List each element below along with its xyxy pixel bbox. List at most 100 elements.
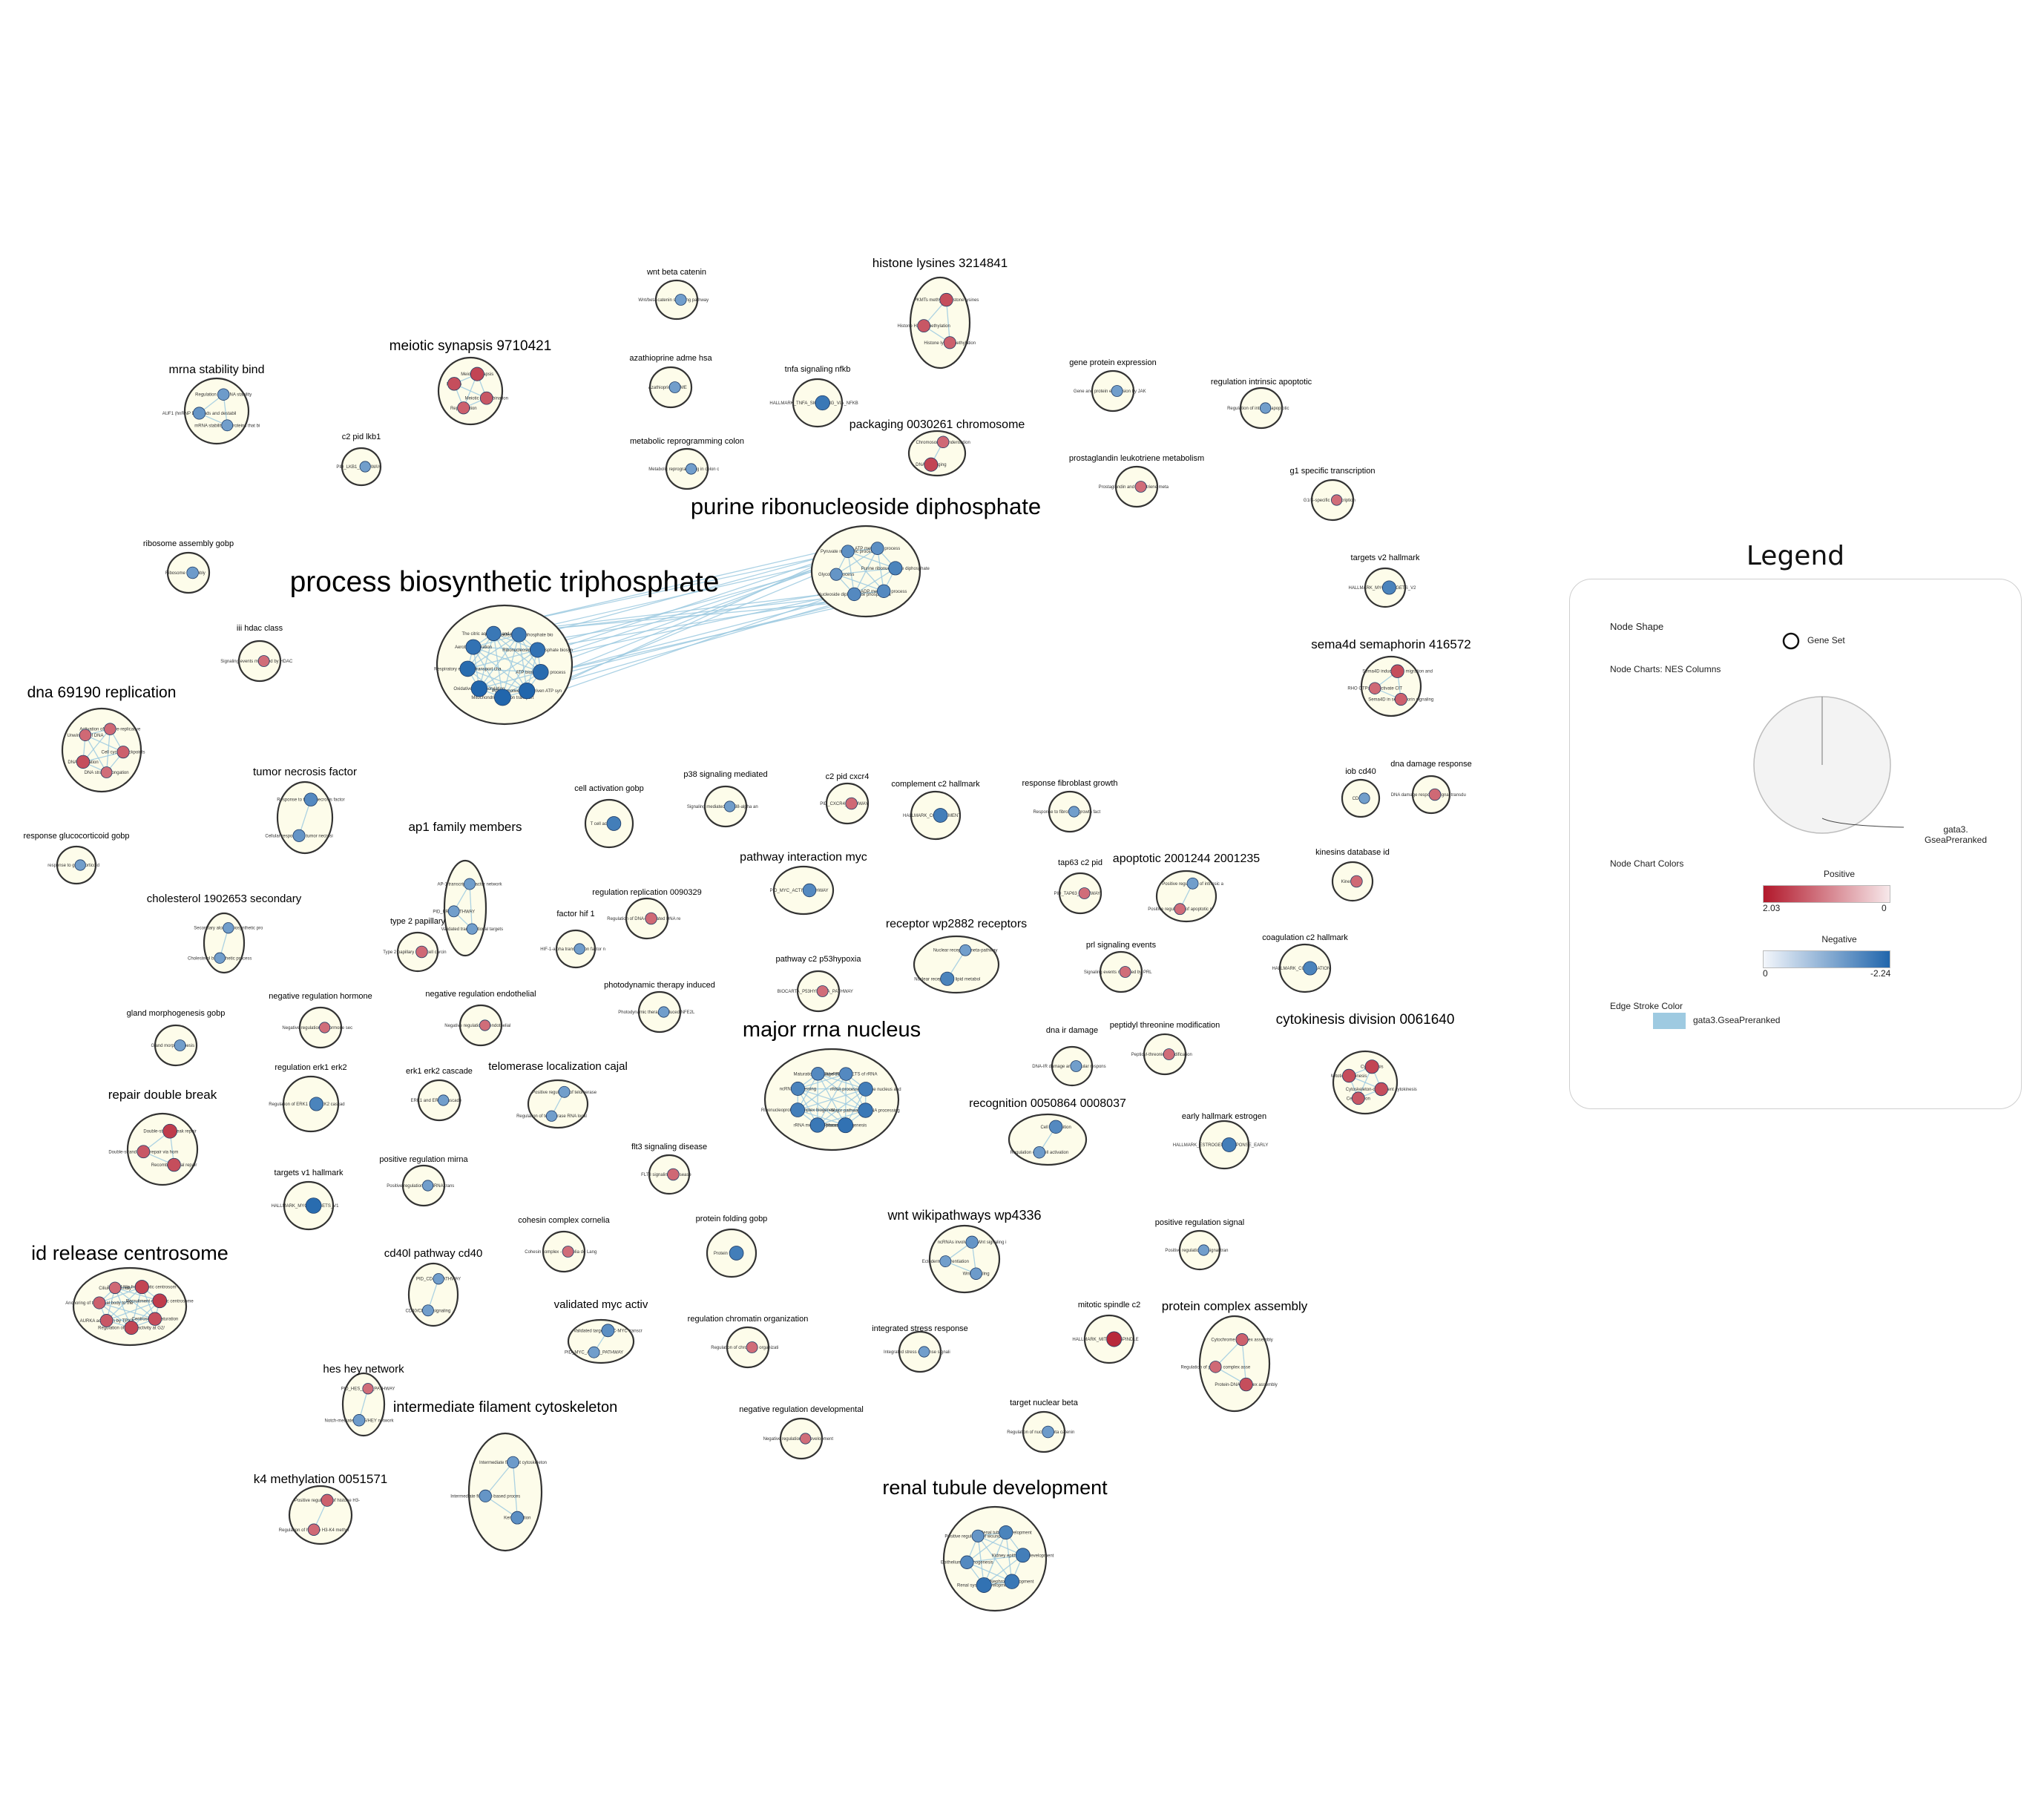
gene-set-node[interactable] [116, 746, 130, 759]
gene-set-node[interactable] [999, 1525, 1013, 1540]
gene-set-node[interactable] [510, 1511, 525, 1525]
cluster-azathioprine-adme-hsa[interactable]: azathioprine adme hsa Azathioprine ADME [629, 354, 713, 409]
gene-set-node[interactable] [933, 808, 948, 823]
gene-set-node[interactable] [457, 401, 470, 415]
cluster-major-rrna-nucleus[interactable]: major rrna nucleusCleavage of the 5' ETS… [743, 1018, 921, 1151]
gene-set-node[interactable] [433, 1273, 444, 1285]
gene-set-node[interactable] [800, 1433, 812, 1445]
gene-set-node[interactable] [1390, 664, 1404, 678]
gene-set-node[interactable] [939, 292, 953, 307]
gene-set-node[interactable] [562, 1246, 574, 1258]
gene-set-node[interactable] [1221, 1137, 1237, 1152]
gene-set-node[interactable] [1186, 877, 1199, 890]
gene-set-node[interactable] [970, 1267, 982, 1280]
network-graph[interactable]: wnt beta catenin Wnt/beta-catenin signali… [0, 0, 1543, 1814]
gene-set-node[interactable] [447, 377, 461, 391]
cluster-coagulation-c2-hallmark[interactable]: coagulation c2 hallmark HALLMARK_COAGULAT… [1262, 933, 1348, 993]
gene-set-node[interactable] [606, 816, 622, 831]
gene-set-node[interactable] [1331, 494, 1343, 506]
cluster-integrated-stress-response[interactable]: integrated stress response Integrated str… [872, 1324, 968, 1373]
gene-set-node[interactable] [1068, 806, 1080, 818]
gene-set-node[interactable] [940, 971, 955, 986]
gene-set-node[interactable] [223, 922, 234, 934]
gene-set-node[interactable] [307, 1523, 321, 1536]
gene-set-node[interactable] [321, 1493, 334, 1507]
gene-set-node[interactable] [1260, 402, 1272, 414]
gene-set-node[interactable] [470, 367, 484, 381]
cluster-tnfa-signaling-nfkb[interactable]: tnfa signaling nfkb HALLMARK_TNFA_SIGNALI… [769, 365, 858, 428]
gene-set-node[interactable] [858, 1102, 873, 1118]
gene-set-node[interactable] [309, 1097, 323, 1111]
gene-set-node[interactable] [292, 829, 306, 842]
cluster-regulation-erk1-erk2[interactable]: regulation erk1 erk2 Regulation of ERK1 a… [269, 1063, 347, 1133]
cluster-response-fibroblast-growth[interactable]: response fibroblast growth Response to fi… [1022, 779, 1118, 833]
gene-set-node[interactable] [1351, 1091, 1365, 1105]
cluster-cytokinesis-division-0061640[interactable]: cytokinesis division 0061640CytokinesisC… [1276, 1012, 1455, 1115]
gene-set-node[interactable] [1342, 1068, 1356, 1083]
gene-set-node[interactable] [305, 1197, 322, 1214]
gene-set-node[interactable] [464, 878, 476, 890]
gene-set-node[interactable] [1004, 1574, 1020, 1589]
gene-set-node[interactable] [415, 945, 428, 959]
gene-set-node[interactable] [943, 336, 956, 349]
gene-set-node[interactable] [104, 723, 116, 735]
gene-set-node[interactable] [919, 1346, 930, 1358]
gene-set-node[interactable] [1134, 481, 1147, 493]
gene-set-node[interactable] [601, 1324, 615, 1338]
gene-set-node[interactable] [888, 561, 903, 576]
cluster-wnt-beta-catenin[interactable]: wnt beta catenin Wnt/beta-catenin signali… [638, 268, 709, 321]
gene-set-node[interactable] [479, 1019, 491, 1031]
cluster-pathway-interaction-myc[interactable]: pathway interaction myc PID_MYC_ACTIV_PAT… [740, 851, 867, 916]
cluster-negative-regulation-endothelial[interactable]: negative regulation endothelial Negative … [425, 990, 536, 1047]
cluster-g1-specific-transcription[interactable]: g1 specific transcription G1/S-specific t… [1290, 467, 1376, 522]
cluster-cd40l-pathway-cd40[interactable]: cd40l pathway cd40PID_CD40_PATHWAYCD40/C… [384, 1247, 483, 1327]
gene-set-node[interactable] [470, 680, 488, 697]
gene-set-node[interactable] [877, 584, 891, 598]
cluster-c2-pid-lkb1[interactable]: c2 pid lkb1 PID_LKB1_PATHWAY [336, 433, 382, 487]
gene-set-node[interactable] [437, 1094, 450, 1106]
gene-set-node[interactable] [530, 642, 546, 658]
gene-set-node[interactable] [257, 655, 270, 667]
gene-set-node[interactable] [1303, 961, 1318, 976]
gene-set-node[interactable] [588, 1346, 600, 1358]
gene-set-node[interactable] [1111, 385, 1123, 397]
gene-set-node[interactable] [318, 1022, 331, 1033]
cluster-targets-v1-hallmark[interactable]: targets v1 hallmark HALLMARK_MYC_TARGETS_… [272, 1169, 344, 1231]
gene-set-node[interactable] [221, 419, 234, 432]
cluster-erk1-erk2-cascade[interactable]: erk1 erk2 cascade ERK1 and ERK2 cascade [406, 1067, 473, 1122]
gene-set-node[interactable] [174, 1039, 186, 1051]
cluster-target-nuclear-beta[interactable]: target nuclear beta Regulation of nuclear… [1007, 1399, 1079, 1453]
cluster-early-hallmark-estrogen[interactable]: early hallmark estrogen HALLMARK_ESTROGEN… [1173, 1112, 1269, 1170]
cluster-regulation-chromatin-organization[interactable]: regulation chromatin organization Regulat… [688, 1315, 809, 1369]
cluster-metabolic-reprogramming-colon[interactable]: metabolic reprogramming colon Metabolic r… [630, 437, 744, 490]
gene-set-node[interactable] [645, 912, 657, 925]
gene-set-node[interactable] [152, 1293, 168, 1309]
gene-set-node[interactable] [1239, 1377, 1253, 1392]
gene-set-node[interactable] [976, 1577, 992, 1593]
cluster-positive-regulation-mirna[interactable]: positive regulation mirna Positive regula… [379, 1155, 468, 1207]
cluster-ribosome-assembly-gobp[interactable]: ribosome assembly gobp Ribosome assembly [143, 539, 234, 594]
cluster-prl-signaling-events[interactable]: prl signaling events Signaling events med… [1084, 941, 1157, 993]
gene-set-node[interactable] [422, 1304, 434, 1317]
gene-set-node[interactable] [1163, 1048, 1175, 1060]
gene-set-node[interactable] [1209, 1361, 1222, 1373]
cluster-mitotic-spindle-c2[interactable]: mitotic spindle c2 HALLMARK_MITOTIC_SPIND… [1072, 1301, 1140, 1364]
cluster-protein-folding-gobp[interactable]: protein folding gobp Protein folding [696, 1215, 768, 1278]
gene-set-node[interactable] [214, 952, 226, 964]
gene-set-node[interactable] [545, 1110, 558, 1122]
gene-set-node[interactable] [192, 407, 206, 420]
gene-set-node[interactable] [421, 1180, 434, 1192]
gene-set-node[interactable] [162, 1123, 177, 1139]
gene-set-node[interactable] [971, 1529, 985, 1542]
gene-set-node[interactable] [494, 689, 511, 706]
cluster-cell-activation-gobp[interactable]: cell activation gobp T cell activation [574, 784, 644, 849]
cluster-response-glucocorticoid-gobp[interactable]: response glucocorticoid gobp response to … [23, 832, 130, 885]
gene-set-node[interactable] [352, 1414, 366, 1427]
gene-set-node[interactable] [959, 944, 972, 956]
gene-set-node[interactable] [511, 627, 527, 643]
cluster-iii-hdac-class[interactable]: iii hdac class Signaling events mediated … [220, 624, 293, 683]
